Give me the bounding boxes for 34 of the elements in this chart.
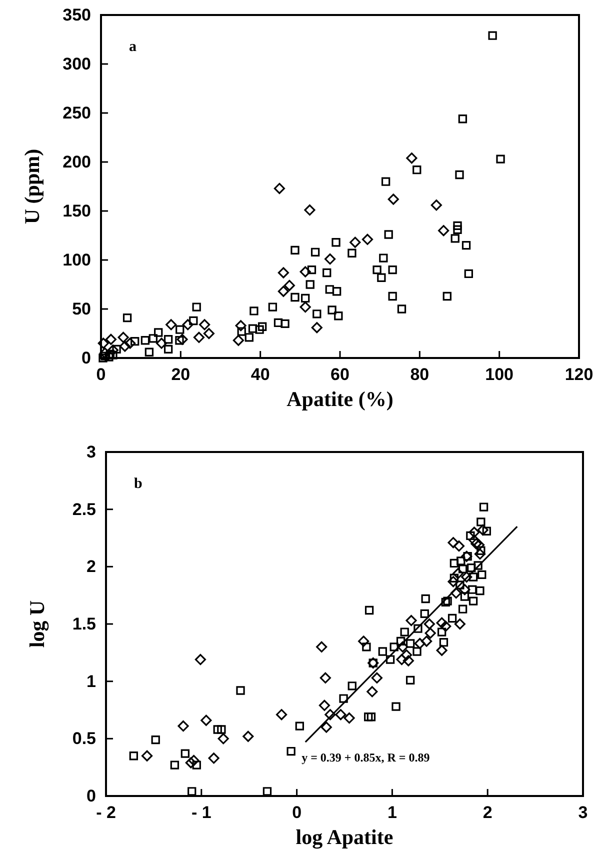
- y-tick-label: 0.5: [72, 729, 96, 748]
- y-tick-label: 0: [82, 348, 91, 368]
- x-tick-label: - 1: [191, 803, 212, 822]
- y-tick-label: 2.5: [72, 500, 96, 519]
- x-tick-label: 40: [250, 365, 270, 384]
- x-tick-label: 60: [330, 365, 350, 384]
- y-tick-label: 1: [86, 672, 96, 691]
- y-tick-label: 0: [86, 786, 96, 806]
- x-tick-label: 100: [485, 365, 514, 384]
- x-tick-label: - 2: [96, 803, 116, 822]
- annotation: a: [129, 39, 137, 55]
- y-tick-label: 50: [72, 299, 91, 318]
- y-tick-label: 2: [86, 557, 96, 576]
- x-tick-label: 20: [171, 365, 190, 384]
- x-axis-title: Apatite (%): [286, 387, 394, 411]
- y-tick-label: 200: [62, 152, 91, 172]
- x-tick-label: 0: [292, 803, 302, 822]
- y-tick-label: 1.5: [72, 614, 96, 634]
- x-axis-title: log Apatite: [296, 825, 394, 849]
- x-tick-label: 80: [410, 365, 430, 384]
- y-tick-label: 300: [62, 54, 91, 74]
- y-tick-label: 3: [86, 442, 96, 462]
- x-tick-label: 120: [564, 365, 594, 384]
- y-tick-label: 100: [62, 250, 91, 270]
- y-tick-label: 250: [62, 103, 91, 122]
- annotation: b: [134, 476, 142, 492]
- x-tick-label: 1: [387, 803, 397, 822]
- y-tick-label: 150: [62, 201, 91, 220]
- y-tick-label: 350: [62, 5, 91, 24]
- x-tick-label: 3: [578, 803, 588, 822]
- y-axis-title: log U: [25, 600, 49, 648]
- y-axis-title: U (ppm): [20, 148, 44, 224]
- annotation: y = 0.39 + 0.85x, R = 0.89: [302, 750, 430, 765]
- x-tick-label: 2: [482, 803, 492, 822]
